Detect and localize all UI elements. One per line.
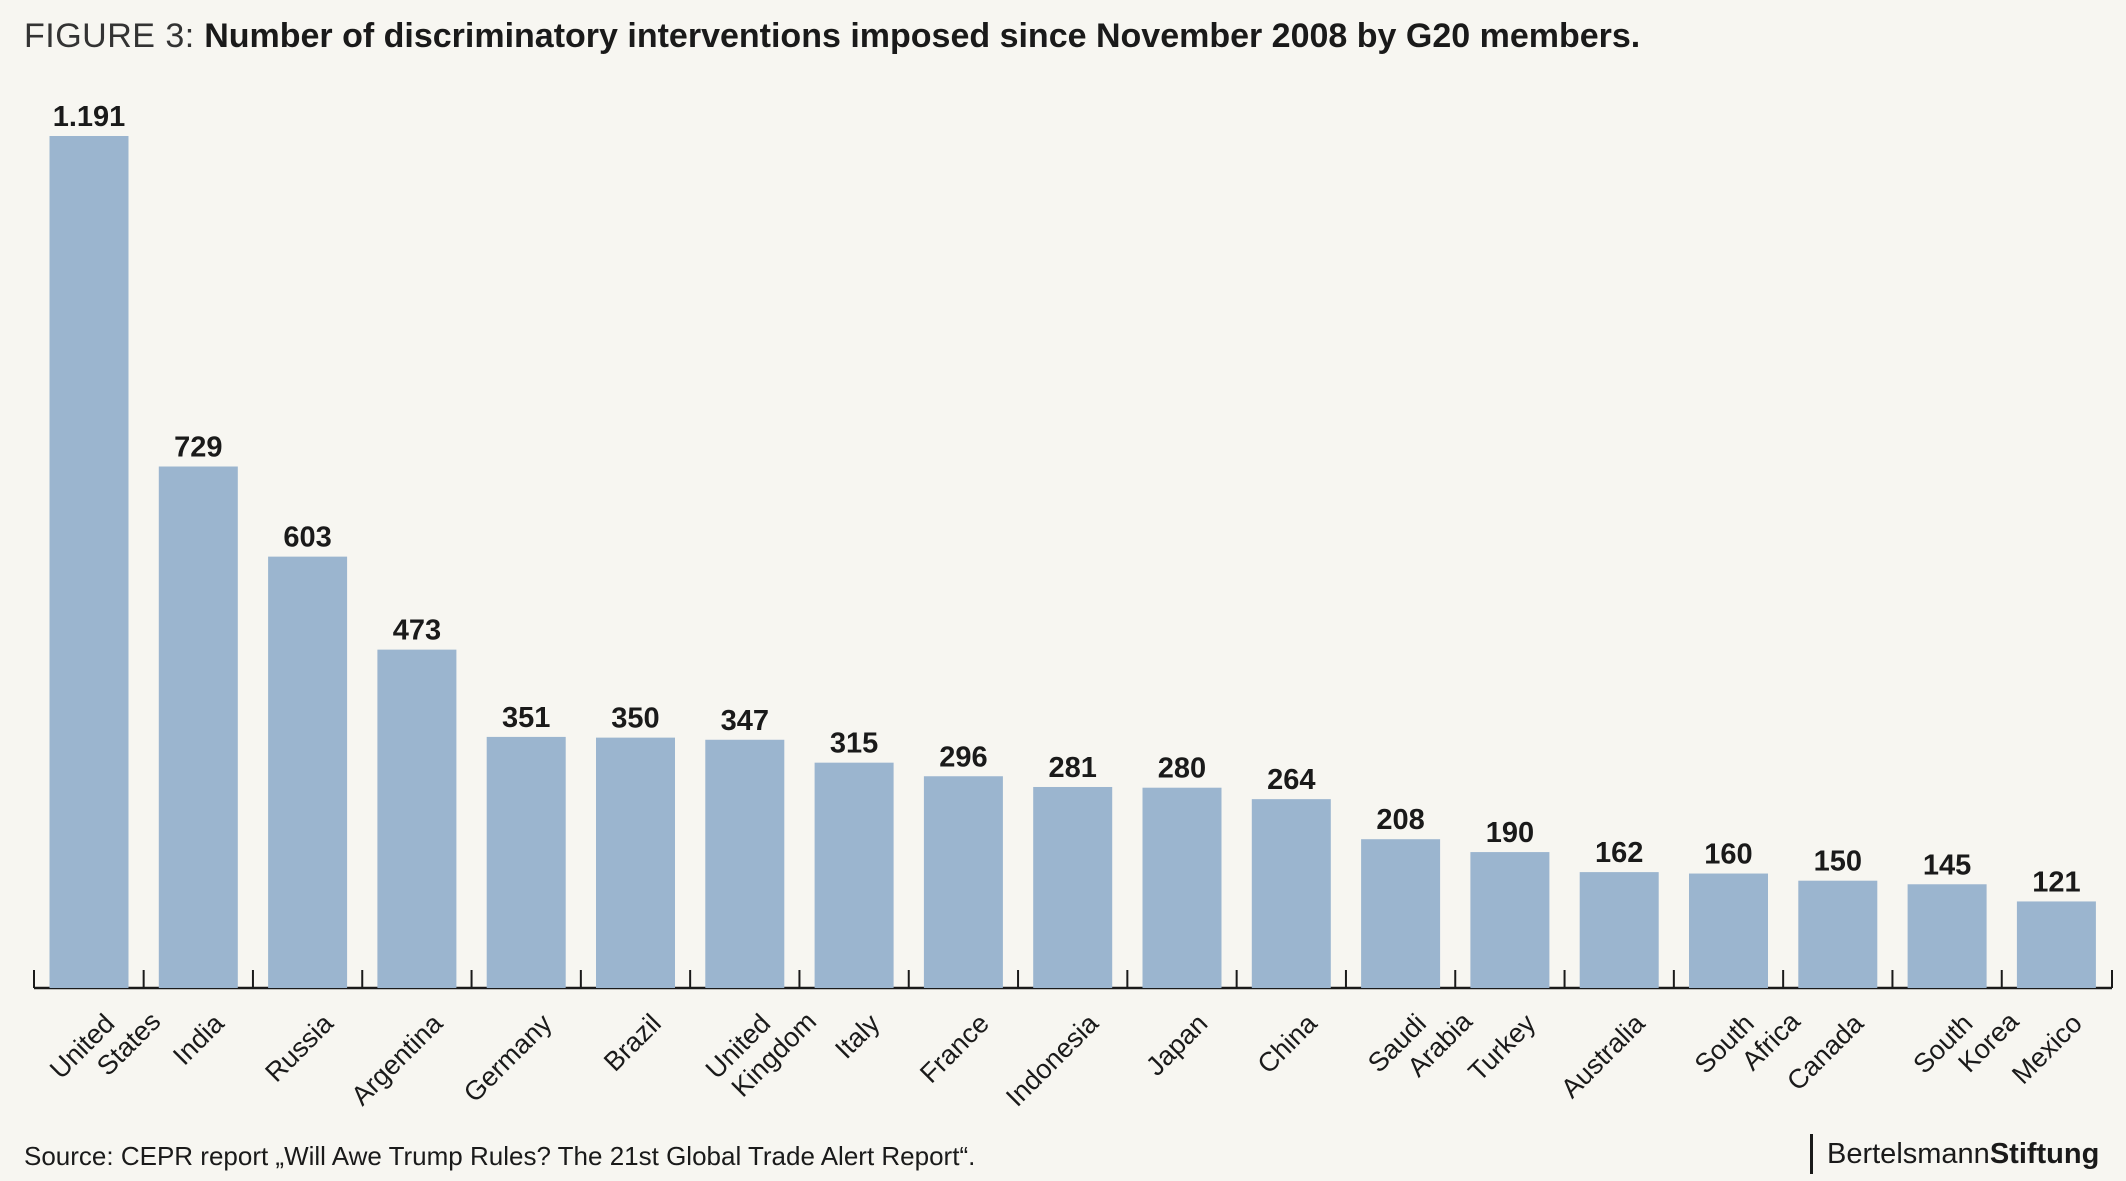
chart-title: FIGURE 3: Number of discriminatory inter… [24, 14, 1640, 58]
data-label: 280 [1158, 753, 1206, 785]
bar [1361, 839, 1441, 988]
data-label: 473 [393, 615, 441, 647]
category-label-line: China [1252, 1008, 1324, 1080]
category-label: Japan [1140, 1008, 1213, 1081]
category-label-line: Germany [458, 1008, 558, 1108]
category-label: Australia [1555, 1008, 1651, 1104]
bar [1579, 872, 1659, 988]
bar [486, 736, 566, 988]
category-label: France [914, 1008, 995, 1089]
bar [1142, 787, 1222, 988]
category-label-line: Indonesia [1000, 1008, 1105, 1113]
data-label: 190 [1486, 817, 1534, 849]
data-label: 121 [2032, 866, 2080, 898]
category-label-line: India [167, 1008, 230, 1071]
brand-name-regular: Bertelsmann [1827, 1138, 1990, 1170]
bar [923, 776, 1003, 988]
category-label: UnitedStates [44, 984, 166, 1106]
data-label: 603 [283, 522, 331, 554]
bar [1251, 799, 1331, 988]
category-label: Turkey [1462, 1008, 1541, 1087]
data-label: 208 [1376, 804, 1424, 836]
bar [268, 556, 348, 988]
category-label: SaudiArabia [1362, 983, 1479, 1100]
bar [1907, 884, 1987, 988]
brand-logo: BertelsmannStiftung [1810, 1134, 2099, 1174]
category-label-line: France [914, 1008, 995, 1089]
bar [1798, 880, 1878, 988]
data-label: 150 [1814, 846, 1862, 878]
category-label-line: Italy [829, 1008, 886, 1065]
brand-name-bold: Stiftung [1989, 1138, 2100, 1170]
data-label: 729 [174, 431, 222, 463]
category-label: UnitedKingdom [700, 984, 822, 1106]
category-label: China [1252, 1008, 1324, 1080]
bar [49, 136, 129, 988]
data-label: 145 [1923, 849, 1971, 881]
data-label: 347 [721, 705, 769, 737]
bar [1470, 852, 1550, 988]
category-label-line: Australia [1555, 1008, 1651, 1104]
source-note: Source: CEPR report „Will Awe Trump Rule… [24, 1141, 976, 1171]
figure-title: Number of discriminatory interventions i… [204, 17, 1641, 55]
data-label: 1.191 [53, 101, 126, 133]
category-label: Mexico [2006, 1008, 2088, 1090]
category-label: Russia [259, 1008, 339, 1088]
category-label: India [167, 1008, 230, 1071]
data-label: 315 [830, 728, 878, 760]
data-label: 351 [502, 702, 550, 734]
bar [377, 649, 457, 988]
category-label: Brazil [598, 1008, 667, 1077]
category-label: Italy [829, 1008, 886, 1065]
category-label-line: Turkey [1462, 1008, 1541, 1087]
category-label: Argentina [345, 1008, 449, 1112]
data-label: 350 [611, 703, 659, 735]
category-label-line: Brazil [598, 1008, 667, 1077]
category-label-line: Mexico [2006, 1008, 2088, 1090]
bar [158, 466, 238, 988]
category-label-line: Argentina [345, 1008, 449, 1112]
data-label: 296 [939, 741, 987, 773]
bar [2016, 901, 2096, 988]
data-label: 281 [1049, 752, 1097, 784]
figure-number: FIGURE 3: [24, 17, 195, 55]
category-label-line: Japan [1140, 1008, 1213, 1081]
bar [814, 762, 894, 988]
category-label: Indonesia [1000, 1008, 1105, 1113]
data-label: 160 [1704, 839, 1752, 871]
bar [705, 739, 785, 988]
data-label: 264 [1267, 764, 1315, 796]
data-label: 162 [1595, 837, 1643, 869]
category-label: Germany [458, 1008, 558, 1108]
category-label: SouthKorea [1907, 983, 2025, 1101]
category-label-line: Russia [259, 1008, 339, 1088]
bar [1033, 786, 1113, 988]
bar [1689, 873, 1768, 988]
bar [596, 737, 675, 988]
